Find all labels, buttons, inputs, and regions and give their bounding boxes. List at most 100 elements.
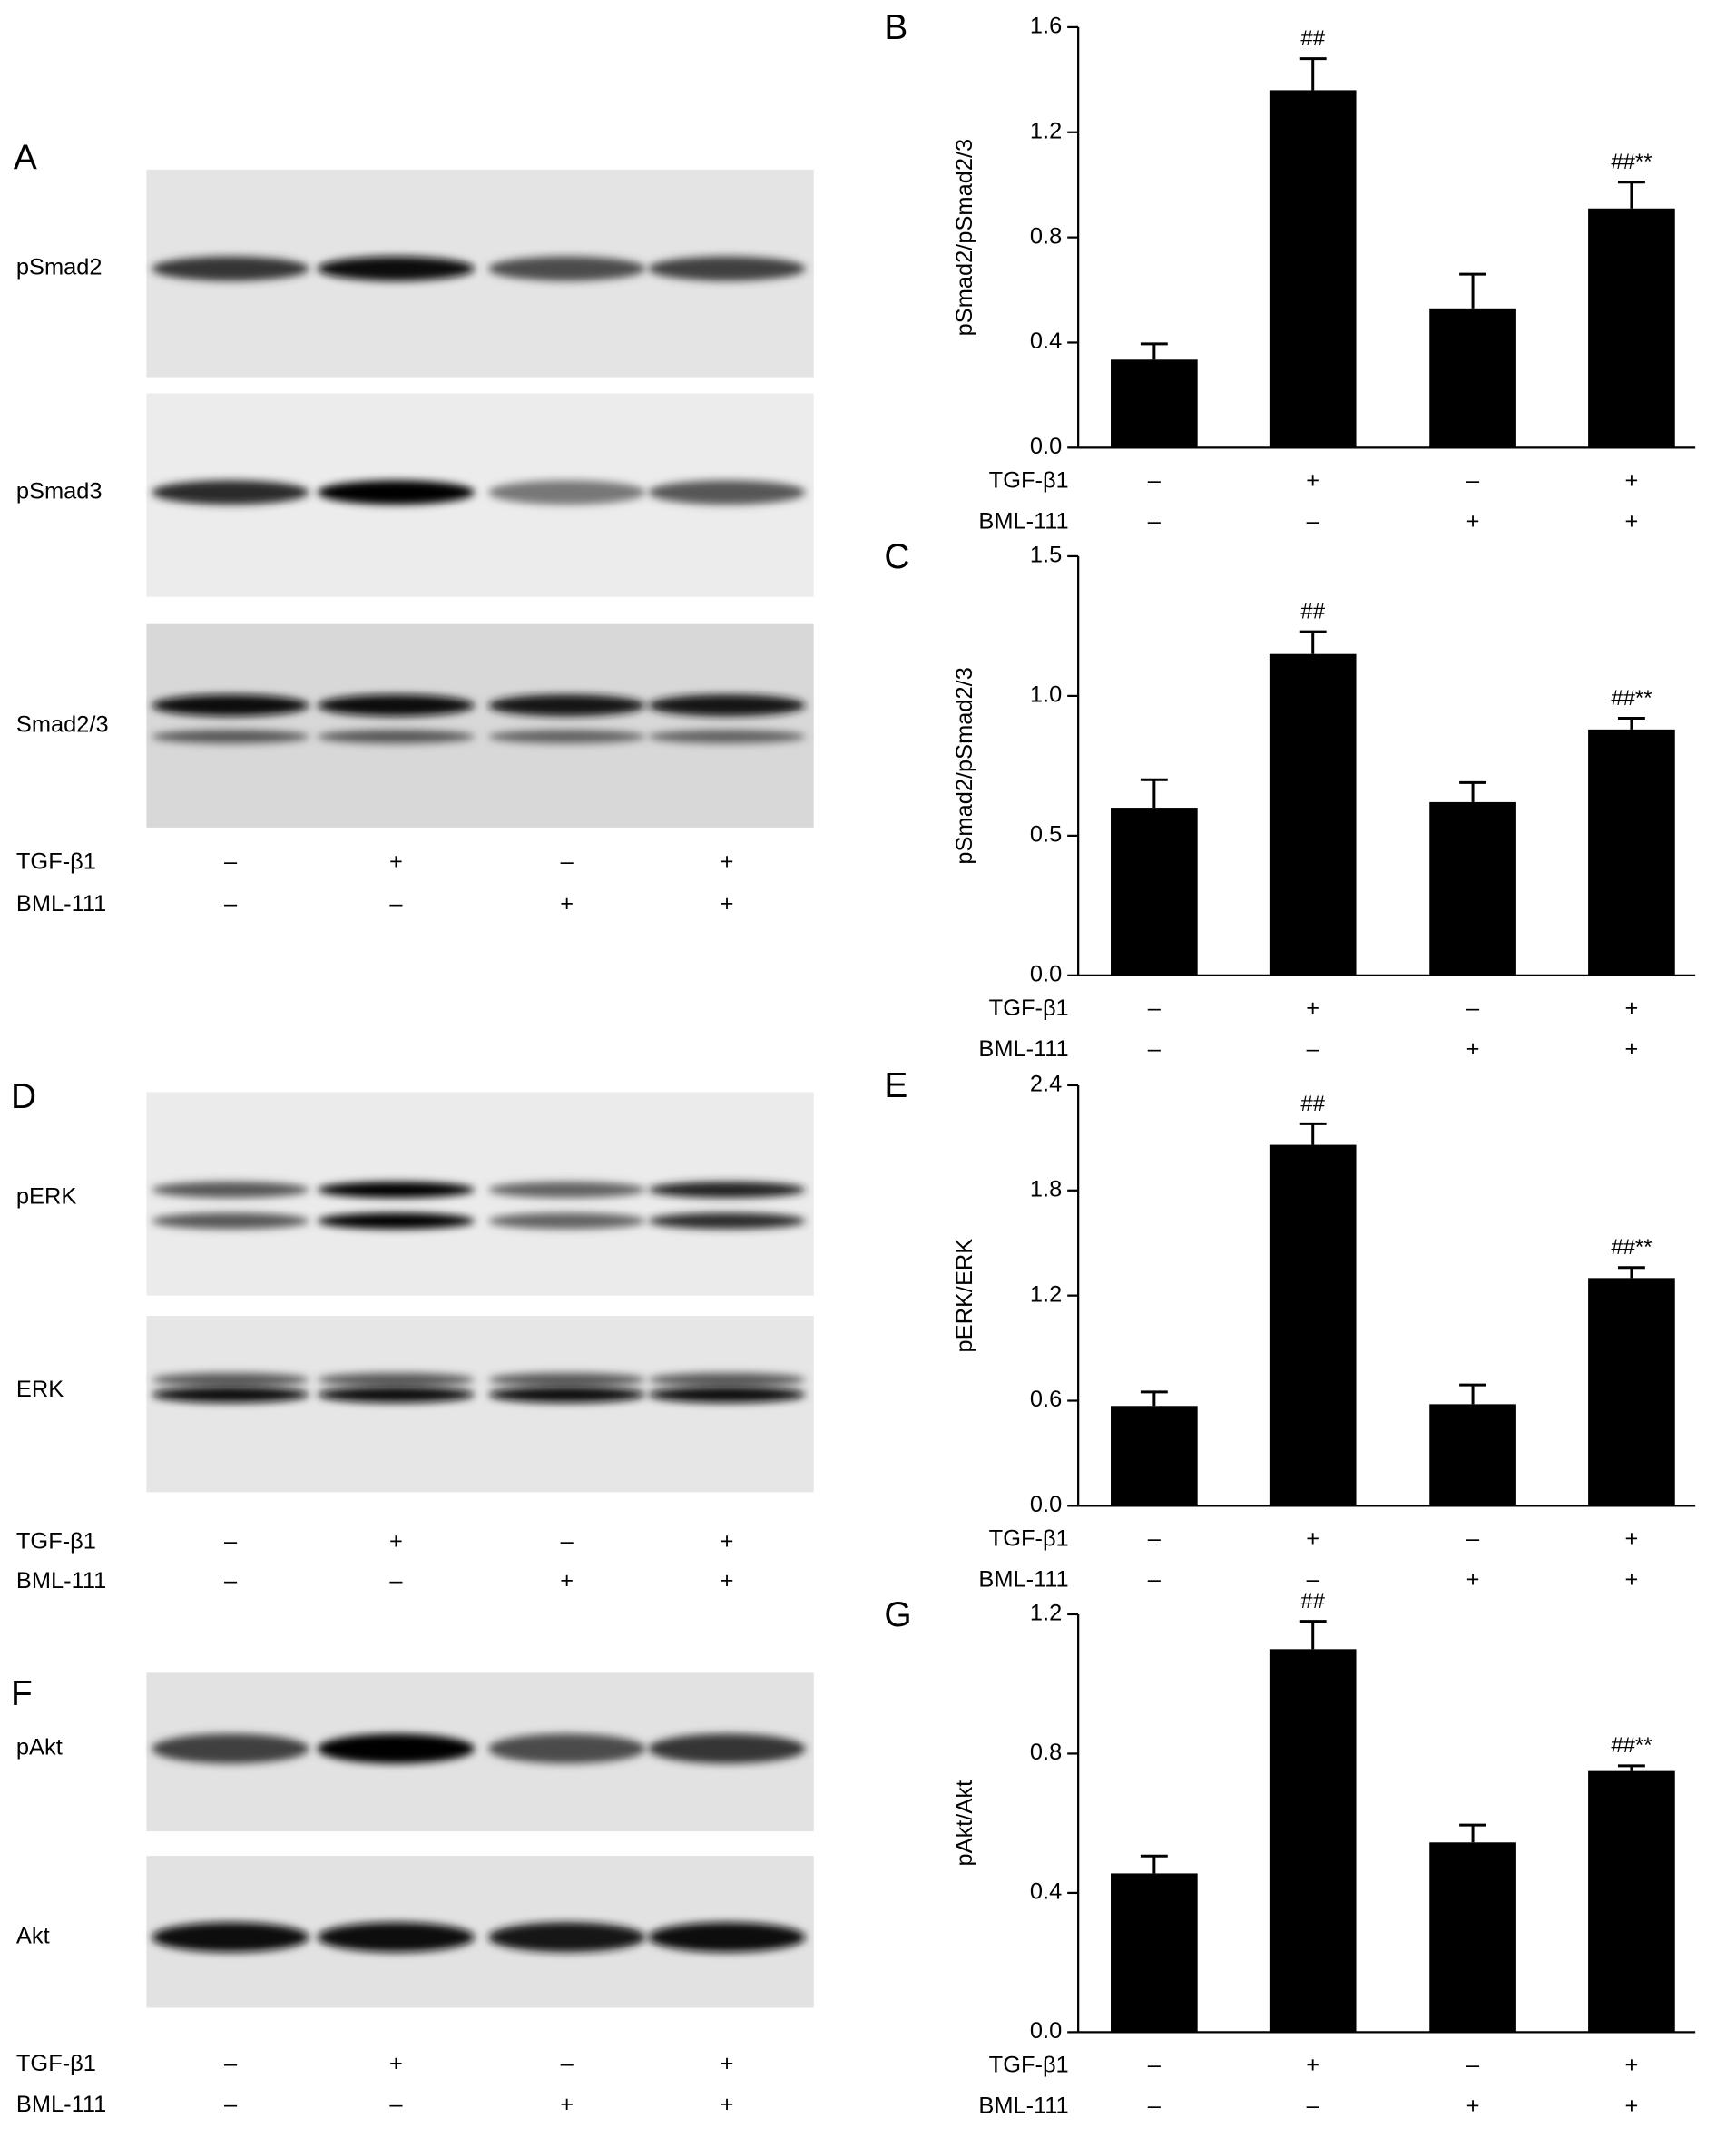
blot-band [317, 480, 476, 505]
blot-band [317, 694, 476, 717]
blot-band [317, 1212, 476, 1230]
significance-annotation: ## [1300, 599, 1325, 623]
treatment-sign: + [1306, 1525, 1319, 1551]
treatment-sign: + [1625, 1566, 1639, 1592]
blot-band [648, 1212, 806, 1230]
blot-band [648, 730, 806, 744]
treatment-sign: + [721, 1568, 734, 1594]
significance-annotation: ##** [1611, 150, 1652, 174]
treatment-sign: + [1306, 467, 1319, 493]
bar [1588, 1278, 1675, 1506]
protein-label: pERK [16, 1184, 76, 1210]
significance-annotation: ##** [1611, 686, 1652, 711]
treatment-sign: + [1306, 2052, 1319, 2077]
blot-band [317, 1922, 476, 1953]
blot-band [152, 1386, 309, 1403]
y-tick-label: 0.5 [1030, 822, 1062, 848]
y-axis-label: pERK/ERK [952, 1239, 977, 1353]
treatment-label: BML-111 [16, 2092, 106, 2117]
treatment-sign: – [1148, 995, 1162, 1021]
panel-letter: A [14, 139, 37, 178]
blot-band [648, 1733, 806, 1764]
panel-letter: G [884, 1595, 911, 1634]
protein-label: pSmad2 [16, 255, 103, 280]
treatment-label: BML-111 [978, 1566, 1068, 1592]
treatment-sign: + [721, 848, 734, 874]
bar [1429, 1404, 1516, 1506]
bar [1429, 1842, 1516, 2033]
protein-label: pAkt [16, 1735, 63, 1760]
treatment-sign: + [1466, 1036, 1480, 1062]
treatment-label: TGF-β1 [16, 2051, 96, 2076]
treatment-sign: – [389, 1568, 403, 1594]
bar [1429, 801, 1516, 976]
treatment-sign: + [1625, 1036, 1639, 1062]
treatment-sign: – [1307, 508, 1320, 534]
treatment-sign: – [224, 1568, 238, 1594]
protein-label: Akt [16, 1923, 50, 1948]
treatment-sign: – [1466, 2052, 1480, 2077]
y-tick-label: 1.0 [1030, 682, 1062, 708]
significance-annotation: ##** [1611, 1235, 1652, 1260]
treatment-sign: – [224, 2092, 238, 2117]
y-tick-label: 1.2 [1030, 1601, 1062, 1626]
blot-band [488, 1386, 646, 1403]
treatment-sign: + [1625, 508, 1639, 534]
treatment-sign: – [224, 1528, 238, 1554]
treatment-sign: – [1307, 1036, 1320, 1062]
significance-annotation: ## [1300, 26, 1325, 51]
y-tick-label: 2.4 [1030, 1072, 1062, 1097]
panel-letter: B [884, 8, 907, 47]
treatment-label: BML-111 [978, 508, 1068, 534]
bar [1111, 359, 1198, 448]
blot-band [488, 256, 646, 281]
bar [1111, 808, 1198, 976]
treatment-label: BML-111 [978, 1036, 1068, 1062]
blot-band [317, 1182, 476, 1199]
y-tick-label: 1.6 [1030, 14, 1062, 39]
y-tick-label: 0.0 [1030, 962, 1062, 987]
significance-annotation: ## [1300, 1092, 1325, 1116]
treatment-sign: – [224, 2051, 238, 2076]
blot-band [152, 730, 309, 744]
treatment-sign: + [1306, 995, 1319, 1021]
treatment-label: BML-111 [16, 1568, 106, 1594]
bar [1111, 1873, 1198, 2033]
blot-band [488, 1733, 646, 1764]
blot-band [317, 1386, 476, 1403]
blot-band [152, 1182, 309, 1199]
treatment-label: TGF-β1 [989, 2052, 1069, 2077]
significance-annotation: ##** [1611, 1733, 1652, 1758]
treatment-sign: + [721, 2051, 734, 2076]
blot-band [152, 694, 309, 717]
treatment-sign: – [1307, 2093, 1320, 2118]
treatment-sign: + [1466, 508, 1480, 534]
blot-band [152, 1922, 309, 1953]
treatment-label: TGF-β1 [989, 1525, 1069, 1551]
treatment-sign: – [1148, 1566, 1162, 1592]
y-tick-label: 1.2 [1030, 1281, 1062, 1307]
protein-label: ERK [16, 1377, 64, 1402]
blot-band [488, 1372, 646, 1387]
blot-band [648, 480, 806, 505]
treatment-sign: – [1148, 1036, 1162, 1062]
blot-band [317, 730, 476, 744]
panel-letter: E [884, 1066, 907, 1105]
y-axis-label: pAkt/Akt [952, 1780, 977, 1867]
y-tick-label: 1.8 [1030, 1177, 1062, 1202]
treatment-sign: – [389, 2092, 403, 2117]
blot-band [152, 480, 309, 505]
treatment-sign: – [1148, 2093, 1162, 2118]
treatment-sign: + [721, 1528, 734, 1554]
treatment-sign: + [389, 1528, 403, 1554]
blot-band [488, 694, 646, 717]
panel-letter: F [11, 1674, 33, 1713]
blot-band [488, 480, 646, 505]
treatment-sign: + [1625, 2052, 1639, 2077]
y-tick-label: 1.2 [1030, 118, 1062, 143]
treatment-sign: – [561, 848, 574, 874]
treatment-sign: + [560, 891, 574, 917]
blot-band [648, 256, 806, 281]
blot-band [648, 1372, 806, 1387]
